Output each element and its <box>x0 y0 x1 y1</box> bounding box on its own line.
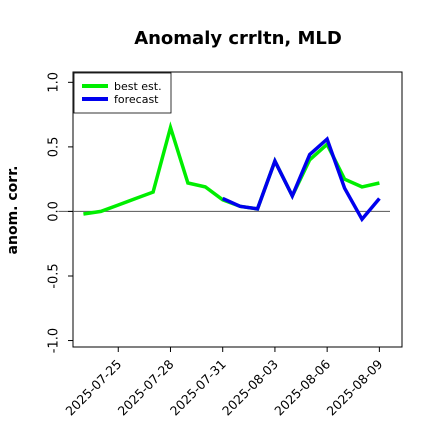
legend-entry: best est. <box>114 80 162 93</box>
series-line-forecast <box>221 136 381 223</box>
y-tick-label: 0.0 <box>47 201 62 222</box>
y-axis-label: anom. corr. <box>5 166 21 255</box>
plot-frame <box>72 71 403 348</box>
y-tick-label: -0.5 <box>47 263 62 288</box>
plot-area: -1.0-0.50.00.51.02025-07-252025-07-28202… <box>47 71 403 418</box>
legend-box <box>73 72 172 114</box>
y-tick-label: 1.0 <box>47 72 62 93</box>
y-tick-label: 0.5 <box>47 137 62 158</box>
chart-title: Anomaly crrltn, MLD <box>134 28 342 49</box>
legend-entry: forecast <box>114 93 159 106</box>
y-tick-label: -1.0 <box>47 328 62 353</box>
x-tick-label: 2025-08-09 <box>324 356 386 418</box>
